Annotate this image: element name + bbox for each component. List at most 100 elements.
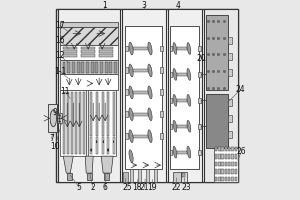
Ellipse shape xyxy=(187,43,191,54)
Bar xyxy=(169,124,172,129)
Text: 25: 25 xyxy=(122,183,132,192)
Bar xyxy=(67,92,69,154)
Bar xyxy=(231,169,234,174)
Text: 21: 21 xyxy=(140,183,149,192)
Bar xyxy=(176,151,187,154)
Ellipse shape xyxy=(129,130,133,143)
Bar xyxy=(176,73,187,76)
Ellipse shape xyxy=(187,120,191,132)
Bar xyxy=(198,98,201,103)
Bar xyxy=(63,47,77,49)
Bar xyxy=(133,47,148,50)
Text: 11: 11 xyxy=(61,87,70,96)
Text: 22: 22 xyxy=(171,183,181,192)
Bar xyxy=(235,169,237,174)
Bar xyxy=(60,22,118,27)
Bar xyxy=(235,177,237,181)
Bar xyxy=(90,92,92,136)
Bar xyxy=(56,9,238,182)
Bar xyxy=(206,15,228,90)
Polygon shape xyxy=(63,156,73,173)
Bar xyxy=(99,54,113,57)
Bar xyxy=(146,169,149,182)
Bar xyxy=(160,67,164,73)
Bar xyxy=(221,169,224,174)
Bar xyxy=(218,169,220,174)
Bar xyxy=(110,62,112,73)
Bar xyxy=(198,124,201,129)
Bar xyxy=(125,26,162,169)
Bar xyxy=(176,125,187,128)
Bar xyxy=(125,133,128,139)
Bar xyxy=(102,92,104,136)
Ellipse shape xyxy=(148,42,152,55)
Bar xyxy=(81,54,95,57)
Bar xyxy=(228,69,232,76)
Bar xyxy=(168,9,202,182)
Bar xyxy=(114,62,117,73)
Ellipse shape xyxy=(173,43,177,54)
Text: 1-1: 1-1 xyxy=(54,67,66,76)
Bar xyxy=(48,104,57,132)
Bar xyxy=(75,92,77,154)
Bar xyxy=(123,172,128,182)
Bar xyxy=(215,162,217,166)
Bar xyxy=(63,62,65,73)
Bar xyxy=(160,133,164,139)
Text: 20: 20 xyxy=(196,54,206,63)
Bar xyxy=(228,99,232,106)
Bar xyxy=(138,169,141,182)
Bar xyxy=(96,137,98,154)
Bar xyxy=(63,50,77,53)
Bar xyxy=(228,169,230,174)
Bar xyxy=(198,72,201,77)
Bar xyxy=(169,72,172,77)
Bar xyxy=(218,162,220,166)
Ellipse shape xyxy=(173,69,177,80)
Bar xyxy=(88,90,116,156)
Polygon shape xyxy=(101,156,113,173)
Text: 23: 23 xyxy=(181,183,191,192)
Bar xyxy=(225,177,227,181)
Ellipse shape xyxy=(148,86,152,99)
Ellipse shape xyxy=(129,64,133,77)
Bar xyxy=(215,169,217,174)
Bar xyxy=(79,92,81,154)
Bar xyxy=(221,162,224,166)
Bar xyxy=(60,90,86,156)
Bar xyxy=(173,172,181,182)
Bar xyxy=(125,67,128,73)
Ellipse shape xyxy=(50,110,56,127)
Bar xyxy=(125,111,128,117)
Bar xyxy=(221,177,224,181)
Text: 3: 3 xyxy=(142,1,146,10)
Bar xyxy=(81,62,84,73)
Bar xyxy=(87,173,92,180)
Bar xyxy=(198,46,201,51)
Bar xyxy=(160,89,164,95)
Text: 17: 17 xyxy=(55,21,65,30)
Bar xyxy=(60,27,118,45)
Bar xyxy=(206,94,228,148)
Bar xyxy=(228,154,230,159)
Ellipse shape xyxy=(148,64,152,77)
Bar xyxy=(235,162,237,166)
Bar xyxy=(225,154,227,159)
Bar xyxy=(86,62,89,73)
Bar xyxy=(122,9,166,182)
Bar xyxy=(81,47,95,49)
Bar xyxy=(204,9,238,182)
Bar xyxy=(221,147,224,151)
Bar xyxy=(169,46,172,51)
Ellipse shape xyxy=(129,150,133,163)
Bar xyxy=(100,62,103,73)
Bar xyxy=(215,177,217,181)
Bar xyxy=(91,62,94,73)
Bar xyxy=(63,54,77,57)
Text: 2: 2 xyxy=(91,183,96,192)
Bar xyxy=(170,26,199,169)
Bar xyxy=(215,154,217,159)
Ellipse shape xyxy=(173,94,177,106)
Text: 16: 16 xyxy=(55,36,65,45)
Bar xyxy=(228,177,230,181)
